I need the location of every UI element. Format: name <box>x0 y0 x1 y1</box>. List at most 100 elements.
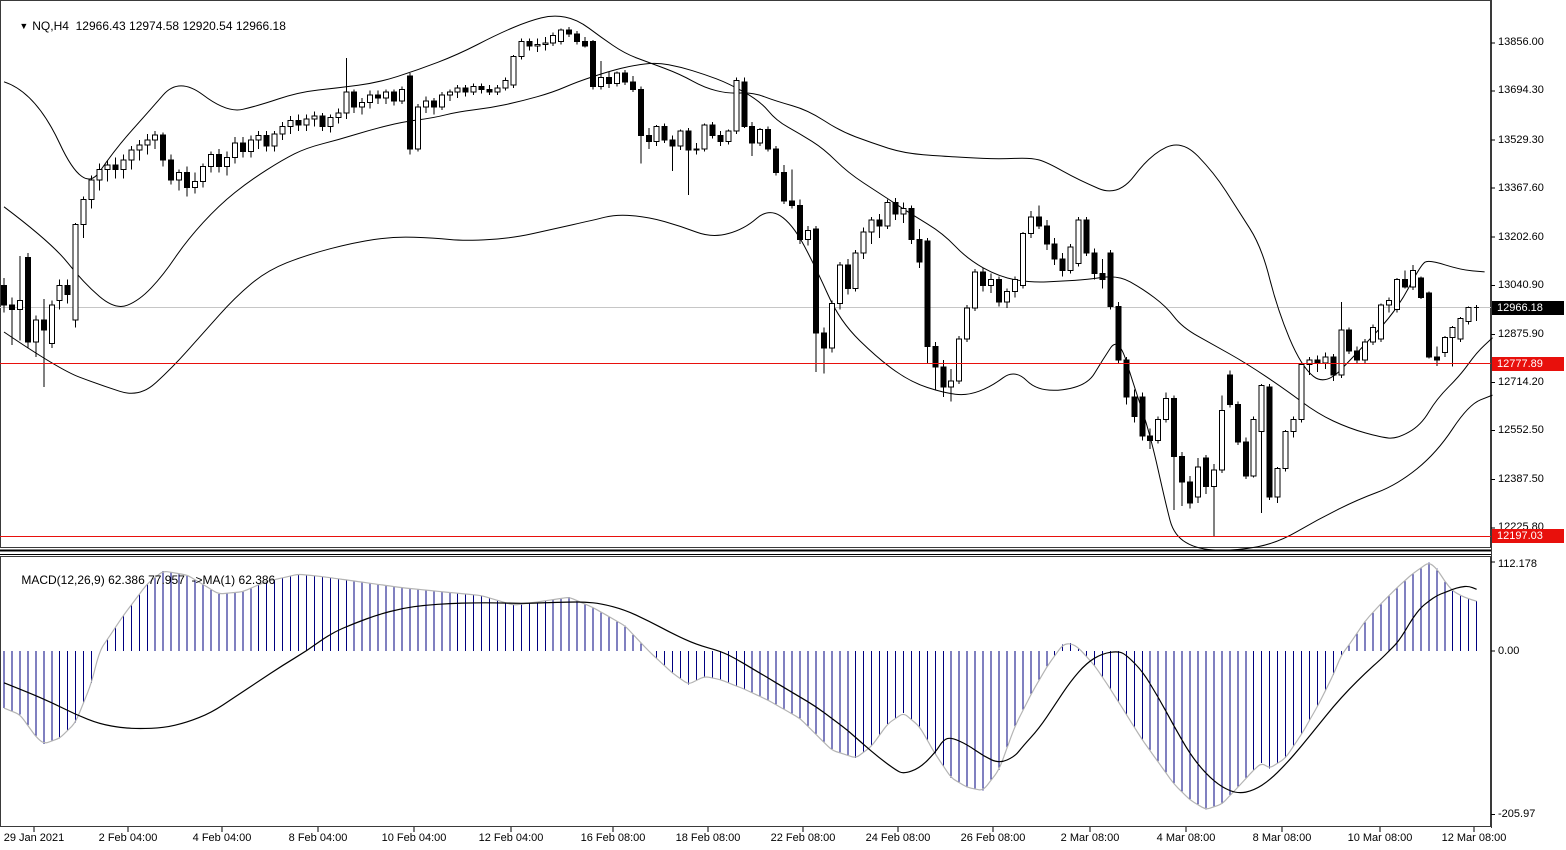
candle-bear <box>773 148 780 174</box>
open-value: 12966.43 <box>75 19 126 33</box>
candle-bull <box>136 144 143 151</box>
candle-bear <box>566 29 573 35</box>
candle-bull <box>1457 317 1464 340</box>
chart-header: ▼ NQ,H4 12966.43 12974.58 12920.54 12966.… <box>6 5 286 47</box>
candle-bull <box>1250 418 1257 477</box>
candle-bull <box>1449 326 1456 339</box>
candle-bear <box>1433 356 1440 361</box>
macd-ma-name: MA(1) <box>202 573 236 587</box>
price-axis-label: 13202.60 <box>1498 230 1544 243</box>
candle-bull <box>956 338 963 382</box>
candle-bull <box>1409 270 1416 288</box>
candle-bull <box>653 125 660 142</box>
time-axis-label: 4 Feb 04:00 <box>192 832 252 844</box>
candle-bull <box>247 139 254 153</box>
candle-bear <box>908 207 915 240</box>
time-axis-label: 24 Feb 08:00 <box>865 832 931 844</box>
candle-bull <box>383 91 390 99</box>
candle-bull <box>1163 398 1170 420</box>
candle-bull <box>207 154 214 168</box>
close-value: 12966.18 <box>235 19 286 33</box>
macd-ma-value: 62.386 <box>238 573 276 587</box>
macd-panel-frame <box>0 556 1491 827</box>
candle-bull <box>399 88 405 102</box>
price-axis-label: 13856.00 <box>1498 36 1544 49</box>
price-axis-label: 12714.20 <box>1498 376 1544 389</box>
candle-bull <box>852 252 859 290</box>
candle-bull <box>335 112 342 119</box>
time-axis-label: 18 Feb 08:00 <box>675 832 741 844</box>
time-axis-label: 8 Mar 08:00 <box>1252 832 1312 844</box>
candle-bull <box>1011 279 1018 293</box>
candle-bear <box>295 119 302 126</box>
candle-bull <box>152 134 159 141</box>
candle-bull <box>701 124 708 150</box>
candle-bear <box>1354 350 1361 361</box>
candle-bear <box>263 134 270 147</box>
candle-bear <box>1043 225 1050 245</box>
bollinger-lower-band <box>3 212 1493 551</box>
candle-bear <box>629 81 636 90</box>
candle-bear <box>24 256 31 343</box>
candle-bull <box>502 79 509 89</box>
candle-bull <box>1386 299 1393 306</box>
time-axis-label: 2 Mar 08:00 <box>1060 832 1120 844</box>
candle-bull <box>1378 304 1385 340</box>
macd-arrow: -> <box>191 573 203 587</box>
candle-bull <box>1258 384 1265 432</box>
candle-bear <box>1083 219 1090 254</box>
candle-bear <box>1314 359 1321 364</box>
candle-bull <box>542 42 549 46</box>
candle-bear <box>1346 329 1353 352</box>
candle-bear <box>112 164 119 171</box>
price-badge: 12777.89 <box>1492 356 1564 371</box>
candle-bull <box>438 94 445 108</box>
candle-bear <box>1035 216 1042 227</box>
candle-bear <box>486 88 493 93</box>
macd-axis-label: -205.97 <box>1498 807 1536 820</box>
candle-bear <box>1115 305 1122 361</box>
bollinger-middle-band <box>3 62 1493 439</box>
candle-bull <box>1306 359 1313 365</box>
candle-bull <box>120 159 127 171</box>
candle-bear <box>717 134 724 142</box>
candle-bull <box>884 201 891 227</box>
candle-bull <box>988 279 995 287</box>
candle-bull <box>757 128 764 144</box>
time-axis-label: 12 Mar 08:00 <box>1441 832 1507 844</box>
candle-bull <box>287 119 294 127</box>
price-axis-label: 13529.30 <box>1498 133 1544 146</box>
candle-bear <box>1131 396 1138 418</box>
candle-bull <box>518 41 525 58</box>
candle-bear <box>637 88 644 136</box>
candle-bull <box>1322 356 1329 364</box>
macd-name: MACD(12,26,9) <box>21 573 105 587</box>
candle-bear <box>1147 435 1154 441</box>
candle-bull <box>279 125 286 135</box>
collapse-arrow-icon[interactable]: ▼ <box>19 21 29 31</box>
candle-bull <box>446 91 453 96</box>
candle-bear <box>1330 356 1337 376</box>
candle-bear <box>669 139 676 147</box>
candle-bull <box>303 118 310 126</box>
candle-bull <box>733 79 740 132</box>
candle-bull <box>1282 430 1289 470</box>
candle-bull <box>1290 418 1297 432</box>
candle-bull <box>1298 363 1305 420</box>
candle-bear <box>980 271 987 287</box>
candle-bull <box>868 219 875 233</box>
candle-bull <box>558 29 565 43</box>
candle-bull <box>804 230 811 240</box>
candle-bear <box>645 134 652 142</box>
candle-bear <box>168 159 175 181</box>
candle-bear <box>1139 396 1146 437</box>
candle-bear <box>1417 277 1424 299</box>
candle-bull <box>550 35 557 44</box>
candle-bear <box>319 115 326 127</box>
candle-bull <box>414 106 421 150</box>
candle-bear <box>1425 292 1432 358</box>
price-axis-label: 12875.90 <box>1498 327 1544 340</box>
bollinger-upper-band <box>3 15 1485 381</box>
